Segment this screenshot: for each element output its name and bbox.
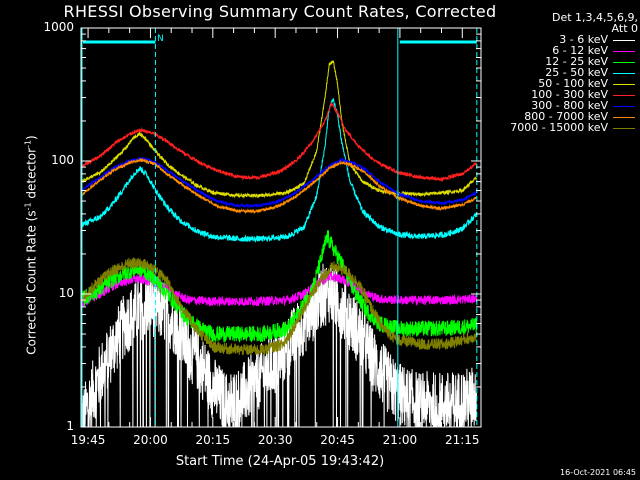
legend-swatch <box>613 73 635 74</box>
legend-label: 25 - 50 keV <box>545 66 608 79</box>
axis-ticks-layer <box>81 28 481 428</box>
detector-info-line-2: Att 0 <box>611 22 638 35</box>
chart-title: RHESSI Observing Summary Count Rates, Co… <box>63 2 497 21</box>
legend-swatch <box>613 106 635 107</box>
series-line <box>80 98 478 243</box>
series-line <box>80 157 478 215</box>
x-tick-label: 20:30 <box>257 433 293 447</box>
detector-info-line-1: Det 1,3,4,5,6,9, <box>551 11 638 24</box>
legend-entry: 6 - 12 keV <box>478 45 638 56</box>
legend-label: 800 - 7000 keV <box>524 110 608 123</box>
series-line <box>80 60 478 199</box>
y-tick-label: 10 <box>58 286 74 300</box>
legend-entry: 100 - 300 keV <box>478 89 638 100</box>
legend-entry: 50 - 100 keV <box>478 78 638 89</box>
y-tick-label: 1000 <box>43 20 74 34</box>
legend-label: 7000 - 15000 keV <box>510 121 608 134</box>
legend-label: 50 - 100 keV <box>538 77 608 90</box>
x-tick-label: 20:45 <box>320 433 355 447</box>
legend-label: 300 - 800 keV <box>531 99 608 112</box>
x-tick-label: 19:45 <box>70 433 106 447</box>
legend-swatch <box>613 95 635 96</box>
series-line <box>80 270 478 308</box>
legend-entry: 25 - 50 keV <box>478 67 638 78</box>
y-tick-label: 100 <box>51 153 74 167</box>
series-line <box>80 156 478 209</box>
legend-label: 12 - 25 keV <box>545 55 608 68</box>
legend-entry: 12 - 25 keV <box>478 56 638 67</box>
x-tick-label: 20:00 <box>133 433 168 447</box>
series-line <box>80 102 478 182</box>
legend-swatch <box>613 117 635 118</box>
series-line <box>80 263 478 428</box>
legend-swatch <box>613 51 635 52</box>
generation-timestamp: 16-Oct-2021 06:45 <box>560 468 636 477</box>
legend-label: 3 - 6 keV <box>559 33 608 46</box>
x-axis-label: Start Time (24-Apr-05 19:43:42) <box>175 454 385 469</box>
reference-lines-layer <box>81 28 478 427</box>
legend-entry: 800 - 7000 keV <box>478 111 638 122</box>
legend-entry: 3 - 6 keV <box>478 34 638 45</box>
x-tick-label: 20:15 <box>195 433 231 447</box>
series-layer <box>80 60 478 428</box>
series-line <box>80 256 478 356</box>
legend-label: 100 - 300 keV <box>531 88 608 101</box>
legend-swatch <box>613 62 635 63</box>
y-axis-label: Corrected Count Rate (s-1 detector-1) <box>23 135 39 355</box>
legend-entry: 300 - 800 keV <box>478 100 638 111</box>
plot-frame <box>80 27 482 428</box>
y-tick-label: 1 <box>66 419 74 433</box>
legend: Det 1,3,4,5,6,9, Att 0 3 - 6 keV 6 - 12 k… <box>478 12 638 133</box>
legend-label: 6 - 12 keV <box>552 44 608 57</box>
series-line <box>80 229 478 343</box>
legend-swatch <box>613 84 635 85</box>
legend-swatch <box>613 40 635 41</box>
legend-entry: 7000 - 15000 keV <box>478 122 638 133</box>
attenuator-flag-label: N <box>157 34 164 44</box>
x-tick-label: 21:15 <box>444 433 480 447</box>
legend-swatch <box>613 128 635 129</box>
x-tick-label: 21:00 <box>382 433 418 447</box>
